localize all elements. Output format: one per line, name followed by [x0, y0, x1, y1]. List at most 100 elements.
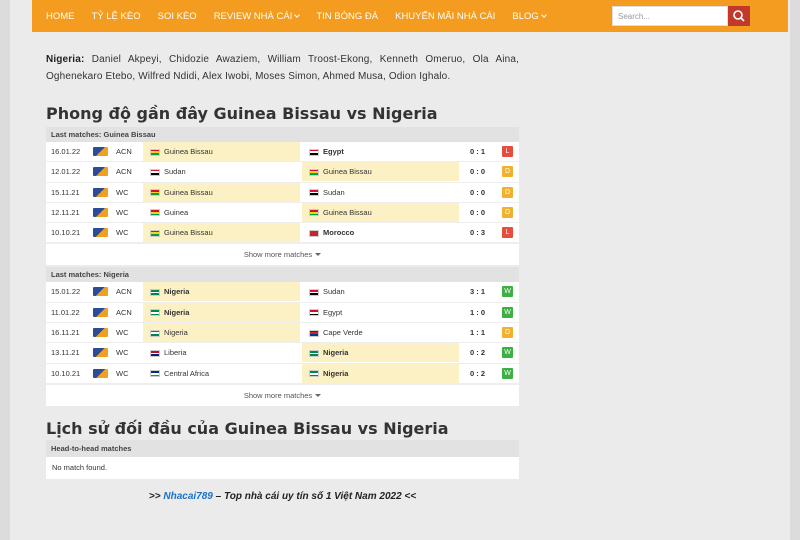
- flag: [150, 370, 160, 378]
- flag: [309, 229, 319, 237]
- flag-stripe: [310, 313, 318, 316]
- home-team: Sudan: [143, 162, 300, 181]
- nav-label: KHUYẾN MÃI NHÀ CÁI: [395, 10, 496, 22]
- competition: WC: [116, 348, 129, 358]
- nav-item[interactable]: REVIEW NHÀ CÁI: [214, 11, 301, 22]
- nav-item[interactable]: KHUYẾN MÃI NHÀ CÁI: [395, 11, 495, 22]
- match-date: 16.11.21: [51, 328, 80, 338]
- competition-icon: [93, 348, 108, 358]
- flag-stripe: [310, 171, 318, 174]
- flag-stripe: [310, 152, 318, 155]
- team-name: Central Africa: [164, 368, 210, 378]
- nav-label: SOI KÈO: [157, 10, 197, 22]
- flag-stripe: [310, 330, 318, 333]
- away-team: Nigeria: [302, 343, 459, 363]
- flag-stripe: [310, 374, 318, 377]
- team-name: Sudan: [323, 187, 345, 197]
- home-team: Guinea Bissau: [143, 223, 300, 243]
- footer-suffix: – Top nhà cái uy tín số 1 Việt Nam 2022 …: [215, 490, 417, 502]
- flag: [150, 148, 160, 156]
- match-date: 12.01.22: [51, 167, 81, 177]
- away-team: Cape Verde: [302, 323, 459, 342]
- match-date: 11.01.22: [51, 307, 80, 317]
- home-team: Nigeria: [143, 302, 300, 322]
- match-row: 16.11.21 WC Nigeria Cape Verde 1 : 1 D: [46, 323, 519, 344]
- away-team: Egypt: [302, 303, 459, 322]
- footer-prefix: >>: [148, 490, 161, 502]
- flag: [309, 329, 319, 337]
- flag: [150, 209, 160, 217]
- show-more[interactable]: Show more matches: [46, 383, 519, 406]
- team-name: Guinea Bissau: [323, 167, 372, 177]
- score: 0 : 0: [470, 187, 486, 197]
- flag-stripe: [310, 193, 318, 196]
- flag: [309, 168, 319, 176]
- nav-label: BLOG: [512, 10, 539, 22]
- show-more[interactable]: Show more matches: [46, 243, 519, 265]
- flag: [150, 289, 160, 296]
- nav-item[interactable]: TIN BÓNG ĐÁ: [316, 11, 378, 22]
- score: 0 : 3: [470, 228, 486, 238]
- flag-stripe: [151, 149, 159, 152]
- flag: [150, 189, 160, 197]
- away-team: Sudan: [302, 282, 459, 301]
- flag-stripe: [151, 311, 159, 314]
- flag-stripe: [310, 332, 318, 334]
- flag-stripe: [151, 230, 159, 233]
- flag-stripe: [151, 190, 159, 192]
- team-name: Liberia: [164, 348, 187, 358]
- nav-item[interactable]: BLOG: [512, 10, 547, 22]
- competition-icon: [93, 368, 108, 378]
- flag-stripe: [151, 210, 159, 213]
- flag-stripe: [151, 191, 159, 194]
- search-input[interactable]: Search...: [612, 6, 728, 26]
- team-name: Guinea: [164, 207, 189, 217]
- intro: Nigeria: Daniel Akpeyi, Chidozie Awaziem…: [46, 52, 519, 85]
- result-badge: D: [502, 166, 513, 178]
- flag-stripe: [151, 169, 159, 172]
- nav-item[interactable]: TỶ LỆ KÈO: [92, 11, 141, 22]
- flag-stripe: [151, 291, 159, 294]
- match-row: 10.10.21 WC Central Africa Nigeria 0 : 2 W: [46, 363, 519, 384]
- competition-icon: [93, 307, 108, 317]
- match-date: 12.11.21: [51, 207, 80, 217]
- result-badge: D: [502, 206, 513, 218]
- match-date: 10.10.21: [51, 228, 81, 238]
- result-badge: W: [502, 347, 513, 359]
- competition-icon: [93, 328, 108, 338]
- away-team: Morocco: [302, 223, 459, 242]
- team-name: Nigeria: [323, 348, 349, 358]
- flag-stripe: [310, 213, 318, 216]
- flag: [309, 148, 319, 156]
- flag-stripe: [151, 333, 159, 336]
- flag-stripe: [310, 173, 318, 175]
- section-title: Phong độ gần đây Guinea Bissau vs Nigeri…: [46, 104, 438, 123]
- footer-link[interactable]: Nhacai789: [163, 490, 213, 502]
- team-name: Guinea Bissau: [323, 207, 372, 217]
- competition: WC: [116, 228, 129, 238]
- competition: ACN: [116, 307, 132, 317]
- team-name: Egypt: [323, 147, 344, 156]
- flag-stripe: [151, 371, 159, 373]
- nav-item[interactable]: SOI KÈO: [158, 11, 197, 22]
- flag-stripe: [310, 354, 318, 356]
- competition: WC: [116, 187, 129, 197]
- away-team: Nigeria: [302, 363, 459, 383]
- flag: [150, 168, 160, 176]
- flag-stripe: [151, 213, 159, 216]
- section-title: Lịch sử đối đầu của Guinea Bissau vs Nig…: [46, 418, 449, 438]
- score: 1 : 1: [470, 328, 486, 338]
- nav-item[interactable]: HOME: [46, 11, 75, 22]
- competition: WC: [116, 207, 129, 217]
- caret: [315, 393, 322, 400]
- flag-stripe: [151, 171, 159, 174]
- flag-stripe: [310, 293, 318, 296]
- flag-stripe: [151, 152, 159, 155]
- nav-label: TIN BÓNG ĐÁ: [316, 10, 379, 22]
- team-name: Egypt: [323, 307, 343, 317]
- footer-line: >> Nhacai789 – Top nhà cái uy tín số 1 V…: [46, 491, 519, 502]
- flag-stripe: [310, 291, 318, 294]
- flag-stripe: [310, 333, 318, 336]
- search-button[interactable]: [728, 6, 750, 26]
